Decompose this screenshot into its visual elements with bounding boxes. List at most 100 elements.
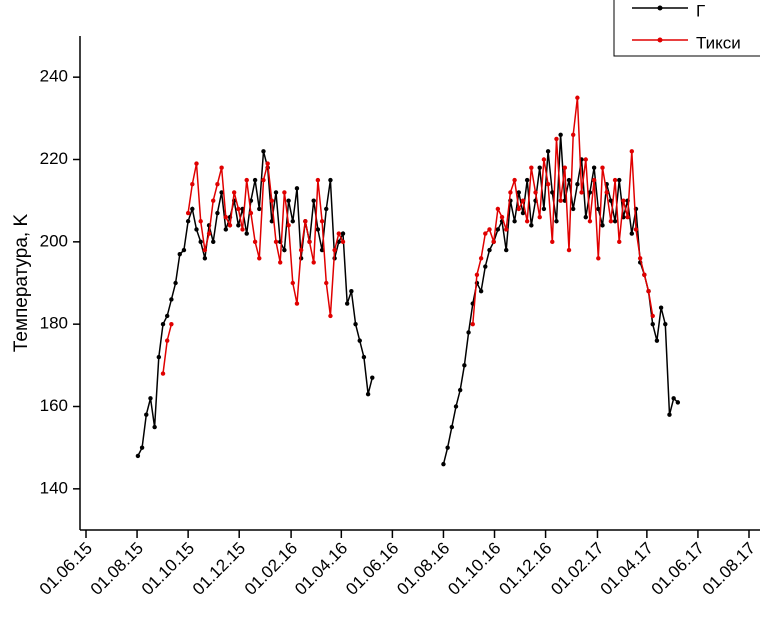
data-point: [504, 247, 509, 253]
data-point: [319, 247, 325, 253]
x-tick-label: 01.06.15: [36, 539, 96, 599]
data-point: [516, 206, 521, 212]
data-point: [160, 321, 166, 327]
y-tick-label: 180: [40, 314, 68, 333]
x-tick-label: 01.08.15: [87, 539, 147, 599]
x-tick-label: 01.06.17: [648, 539, 708, 599]
data-point: [591, 177, 597, 183]
data-point: [315, 177, 321, 183]
data-point: [583, 214, 588, 220]
data-point: [591, 165, 597, 170]
data-point: [261, 149, 266, 154]
data-point: [520, 210, 526, 216]
data-point: [223, 214, 228, 220]
data-point: [307, 239, 312, 245]
data-point: [290, 280, 295, 286]
data-point: [487, 247, 492, 253]
legend-label: Тикси: [696, 33, 741, 52]
data-point: [252, 177, 258, 183]
data-point: [558, 132, 563, 137]
x-tick-label: 01.12.16: [495, 539, 555, 599]
data-point: [357, 338, 362, 343]
data-point: [625, 214, 630, 220]
data-point: [541, 157, 547, 162]
data-point: [571, 206, 576, 212]
data-point: [190, 206, 195, 212]
y-tick-label: 160: [40, 396, 68, 415]
data-point: [148, 396, 153, 401]
data-point: [545, 149, 551, 154]
data-point: [587, 219, 593, 224]
data-point: [282, 247, 287, 253]
data-point: [248, 210, 254, 216]
data-point: [135, 453, 141, 459]
data-point: [211, 198, 216, 203]
data-point: [223, 227, 228, 232]
data-point: [617, 239, 622, 245]
data-point: [273, 239, 279, 245]
data-point: [194, 227, 199, 232]
data-point: [483, 231, 488, 236]
data-point: [629, 149, 635, 154]
data-point: [231, 190, 237, 195]
data-point: [642, 272, 647, 277]
series-line: [162, 97, 654, 374]
data-point: [600, 223, 605, 228]
data-point: [244, 177, 249, 183]
data-point: [340, 239, 346, 245]
data-point: [600, 165, 605, 170]
data-point: [286, 223, 291, 228]
data-point: [537, 214, 542, 220]
data-point: [190, 182, 195, 187]
data-point: [349, 289, 354, 294]
data-point: [165, 338, 170, 343]
data-point: [658, 305, 664, 310]
data-point: [244, 231, 249, 236]
data-point: [269, 198, 275, 203]
x-tick-label: 01.02.16: [241, 539, 301, 599]
data-point: [303, 219, 308, 224]
data-point: [252, 239, 258, 245]
data-point: [202, 256, 208, 261]
data-point: [311, 198, 316, 203]
x-tick-label: 01.04.16: [291, 539, 351, 599]
data-point: [328, 313, 333, 319]
data-point: [583, 157, 588, 162]
data-point: [491, 239, 496, 245]
data-point: [328, 177, 333, 183]
data-point: [483, 264, 488, 269]
data-point: [257, 206, 262, 212]
data-point: [219, 190, 224, 195]
data-point: [499, 214, 505, 220]
data-point: [206, 231, 212, 236]
data-point: [596, 206, 601, 212]
data-point: [516, 190, 521, 195]
data-point: [495, 206, 501, 212]
y-tick-label: 200: [40, 231, 68, 250]
x-tick-label: 01.10.15: [138, 539, 198, 599]
data-point: [554, 136, 559, 142]
data-point: [512, 219, 517, 224]
data-point: [169, 297, 174, 302]
data-point: [612, 219, 618, 224]
data-point: [449, 424, 455, 430]
data-point: [324, 206, 329, 212]
x-tick-label: 01.08.17: [699, 539, 759, 599]
data-point: [550, 239, 555, 245]
data-point: [236, 223, 241, 228]
data-point: [269, 219, 275, 224]
data-point: [286, 198, 291, 203]
data-point: [533, 190, 538, 195]
data-point: [215, 182, 220, 187]
data-point: [462, 363, 467, 368]
data-point: [160, 371, 166, 376]
data-point: [550, 190, 555, 195]
data-point: [144, 412, 149, 417]
data-point: [604, 190, 609, 195]
data-point: [173, 280, 178, 286]
data-point: [294, 186, 300, 191]
data-point: [575, 95, 580, 100]
data-point: [257, 256, 262, 261]
